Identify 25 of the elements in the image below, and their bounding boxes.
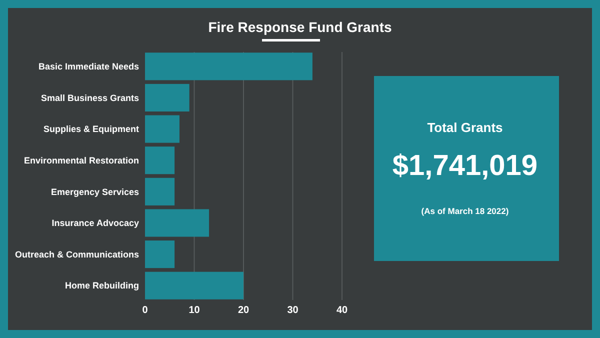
bar xyxy=(145,115,180,143)
x-tick-label: 10 xyxy=(188,305,200,316)
x-tick-label: 30 xyxy=(287,305,299,316)
bar xyxy=(145,240,175,268)
y-tick-label: Emergency Services xyxy=(50,186,139,197)
text: Total Grants xyxy=(427,120,503,135)
text: $1,741,019 xyxy=(392,150,538,182)
y-tick-label: Outreach & Communications xyxy=(14,249,139,260)
y-tick-label: Home Rebuilding xyxy=(65,280,139,291)
bar xyxy=(145,84,190,112)
bar xyxy=(145,209,210,237)
y-tick-label: Environmental Restoration xyxy=(24,155,139,166)
bar xyxy=(145,52,312,80)
bar xyxy=(145,146,175,174)
x-tick-label: 40 xyxy=(336,305,348,316)
y-tick-label: Small Business Grants xyxy=(40,92,139,103)
text: (As of March 18 2022) xyxy=(421,206,509,216)
x-tick-label: 0 xyxy=(142,305,148,316)
y-tick-label: Insurance Advocacy xyxy=(52,218,139,228)
bar xyxy=(145,272,244,300)
x-tick-label: 20 xyxy=(238,305,250,316)
y-tick-label: Supplies & Equipment xyxy=(43,124,139,134)
chart-title: Fire Response Fund Grants xyxy=(208,19,392,35)
y-tick-label: Basic Immediate Needs xyxy=(38,62,139,72)
bar xyxy=(145,178,175,206)
